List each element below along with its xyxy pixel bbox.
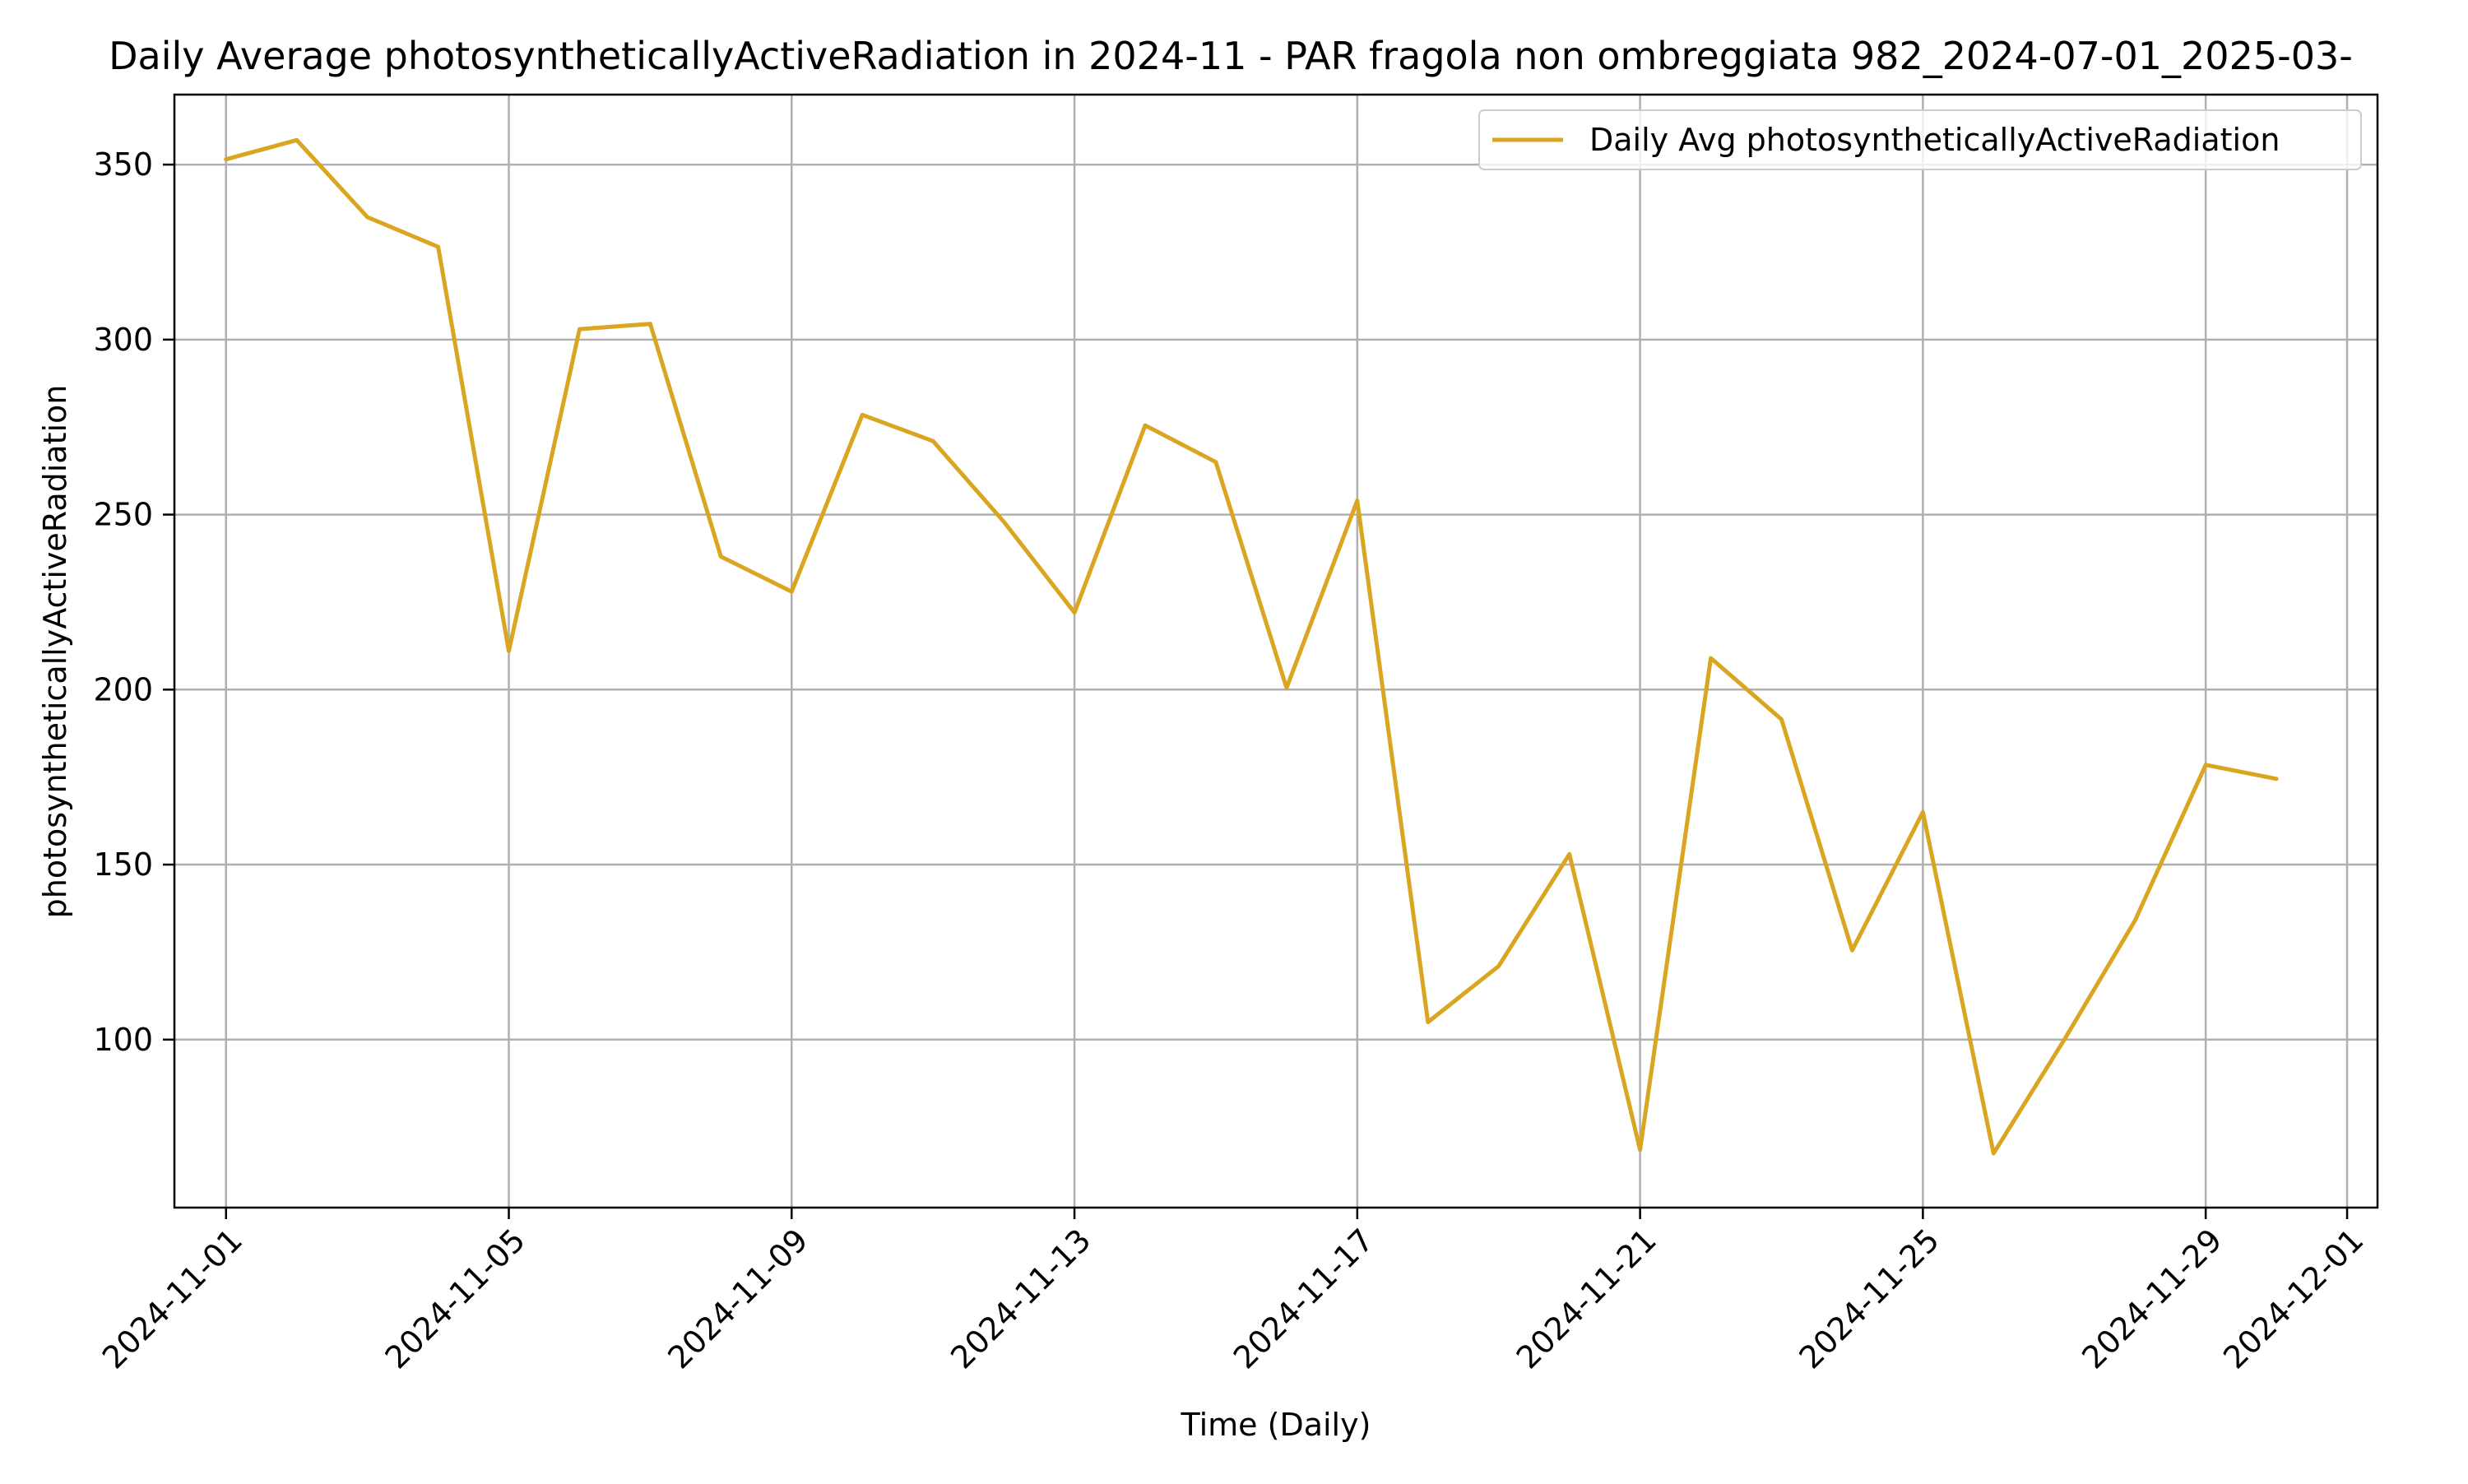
data-point (366, 216, 369, 218)
data-point (1144, 424, 1147, 427)
data-point (1214, 461, 1217, 463)
data-point (1992, 1152, 1995, 1155)
data-point (1922, 811, 1924, 814)
x-tick-label: 2024-11-05 (378, 1222, 532, 1375)
data-point (508, 650, 510, 652)
data-point (2275, 777, 2278, 780)
y-tick-label: 250 (93, 497, 153, 533)
data-point (649, 322, 652, 325)
series-layer (224, 137, 2279, 1156)
chart-title: Daily Average photosyntheticallyActiveRa… (109, 34, 2353, 78)
x-tick-label: 2024-11-29 (2075, 1222, 2229, 1375)
data-point (1780, 718, 1783, 721)
x-tick-label: 2024-11-21 (1510, 1222, 1663, 1375)
data-point (932, 440, 935, 443)
x-tick-label: 2024-11-13 (944, 1222, 1097, 1375)
data-point (2205, 763, 2207, 766)
data-point (720, 555, 722, 558)
plot-area-frame (173, 93, 2379, 1209)
data-point (1710, 657, 1712, 660)
series-line (224, 137, 2279, 1156)
data-point (1851, 949, 1853, 952)
y-tick-label: 350 (93, 146, 153, 183)
y-tick-label: 100 (93, 1022, 153, 1058)
data-point (2063, 1038, 2066, 1041)
x-tick-label: 2024-11-25 (1792, 1222, 1946, 1375)
legend-box (1478, 109, 2362, 170)
data-point (225, 158, 227, 160)
data-point (1497, 965, 1500, 967)
legend: Daily Avg photosyntheticallyActiveRadiat… (1478, 109, 2362, 170)
data-point (1356, 499, 1358, 502)
data-point (437, 246, 439, 248)
data-point (1003, 521, 1005, 523)
x-axis-ticks: 2024-11-01 2024-11-05 2024-11-09 2024-11-13… (95, 1208, 2370, 1376)
y-tick-label: 150 (93, 846, 153, 883)
x-tick-label: 2024-12-01 (2216, 1222, 2370, 1375)
grid-lines (174, 95, 2378, 1208)
y-tick-label: 300 (93, 322, 153, 358)
x-tick-label: 2024-11-01 (95, 1222, 249, 1375)
x-tick-label: 2024-11-09 (661, 1222, 814, 1375)
y-axis-label: photosyntheticallyActiveRadiation (37, 385, 73, 919)
data-point (578, 328, 581, 331)
data-point (295, 139, 298, 141)
data-point (1074, 611, 1076, 614)
legend-label: Daily Avg photosyntheticallyActiveRadiat… (1589, 122, 2280, 158)
y-axis-ticks: 100 150 200 250 300 350 (93, 146, 174, 1058)
x-tick-label: 2024-11-17 (1227, 1222, 1380, 1375)
data-point (2134, 920, 2136, 922)
x-axis-label: Time (Daily) (1181, 1407, 1371, 1443)
data-point (1568, 853, 1570, 856)
data-point (1285, 687, 1287, 689)
data-point (1639, 1148, 1641, 1151)
data-point (791, 591, 793, 593)
y-tick-label: 200 (93, 671, 153, 707)
data-point (1427, 1021, 1429, 1023)
data-point (861, 414, 864, 416)
